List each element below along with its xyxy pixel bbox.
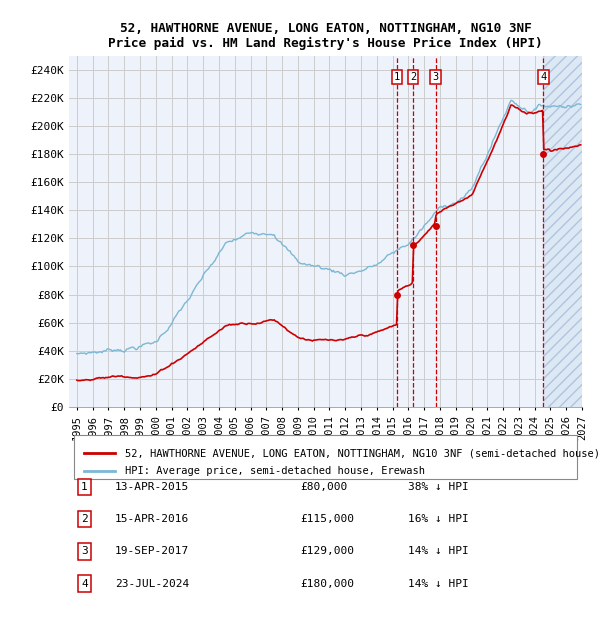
- Text: HPI: Average price, semi-detached house, Erewash: HPI: Average price, semi-detached house,…: [125, 466, 425, 476]
- Text: £129,000: £129,000: [300, 546, 354, 556]
- Text: 4: 4: [81, 578, 88, 588]
- Text: 2: 2: [410, 72, 416, 82]
- Text: £80,000: £80,000: [300, 482, 347, 492]
- Text: 38% ↓ HPI: 38% ↓ HPI: [407, 482, 469, 492]
- Text: 15-APR-2016: 15-APR-2016: [115, 515, 190, 525]
- Text: 52, HAWTHORNE AVENUE, LONG EATON, NOTTINGHAM, NG10 3NF (semi-detached house): 52, HAWTHORNE AVENUE, LONG EATON, NOTTIN…: [125, 448, 600, 458]
- Text: 14% ↓ HPI: 14% ↓ HPI: [407, 546, 469, 556]
- Text: 4: 4: [541, 72, 547, 82]
- Text: 1: 1: [81, 482, 88, 492]
- Bar: [544, 56, 582, 407]
- Text: 1: 1: [394, 72, 400, 82]
- Text: £115,000: £115,000: [300, 515, 354, 525]
- Text: 2: 2: [81, 515, 88, 525]
- Text: 23-JUL-2024: 23-JUL-2024: [115, 578, 190, 588]
- Bar: [74, 435, 577, 479]
- Bar: [544, 56, 582, 407]
- Text: 14% ↓ HPI: 14% ↓ HPI: [407, 578, 469, 588]
- Text: 13-APR-2015: 13-APR-2015: [115, 482, 190, 492]
- Title: 52, HAWTHORNE AVENUE, LONG EATON, NOTTINGHAM, NG10 3NF
Price paid vs. HM Land Re: 52, HAWTHORNE AVENUE, LONG EATON, NOTTIN…: [108, 22, 543, 50]
- Text: £180,000: £180,000: [300, 578, 354, 588]
- Text: 16% ↓ HPI: 16% ↓ HPI: [407, 515, 469, 525]
- Text: 19-SEP-2017: 19-SEP-2017: [115, 546, 190, 556]
- Text: 3: 3: [81, 546, 88, 556]
- Text: 3: 3: [433, 72, 439, 82]
